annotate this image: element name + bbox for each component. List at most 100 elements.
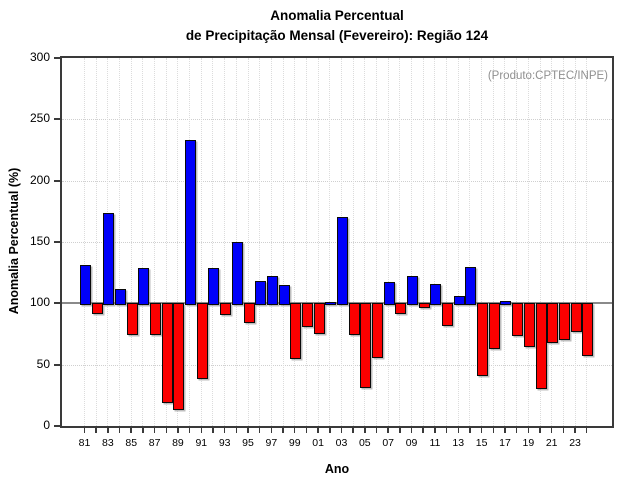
bar-04 xyxy=(348,303,360,335)
y-tick-300 xyxy=(54,57,60,59)
x-tick-23 xyxy=(574,428,576,433)
bar-89 xyxy=(173,303,185,410)
x-tick-label-15: 15 xyxy=(475,437,488,449)
x-tick-09 xyxy=(410,428,413,433)
bar-96 xyxy=(255,281,267,306)
bar-14 xyxy=(465,266,477,306)
gridline-x-13 xyxy=(457,58,459,426)
y-tick-label-250: 250 xyxy=(29,111,50,126)
x-tick-05 xyxy=(364,428,366,433)
x-tick-24 xyxy=(585,428,588,433)
gridline-x-02 xyxy=(329,58,331,426)
gridline-x-84 xyxy=(119,58,121,426)
gridline-x-16 xyxy=(492,58,494,426)
source-annotation: (Produto:CPTEC/INPE) xyxy=(487,70,608,82)
x-tick-22 xyxy=(562,428,565,433)
x-tick-82 xyxy=(95,428,97,433)
bar-87 xyxy=(150,303,162,335)
x-axis: 81 83 85 87 89 91 93 95 97 99 01 03 05 07 09 11 13 15 17 19… xyxy=(62,428,612,468)
gridline-x-89 xyxy=(177,58,179,426)
gridline-x-20 xyxy=(539,58,541,426)
x-tick-label-85: 85 xyxy=(125,437,138,449)
gridline-x-10 xyxy=(422,58,424,426)
x-tick-label-99: 99 xyxy=(288,437,301,449)
gridline-x-92 xyxy=(212,58,214,426)
x-tick-label-97: 97 xyxy=(265,437,278,449)
x-tick-label-21: 21 xyxy=(545,437,558,449)
gridline-x-99 xyxy=(294,58,296,426)
y-tick-200 xyxy=(54,179,60,182)
x-tick-label-95: 95 xyxy=(242,437,254,449)
x-tick-19 xyxy=(527,428,530,433)
gridline-x-01 xyxy=(317,58,319,426)
x-tick-93 xyxy=(223,428,226,433)
y-tick-150 xyxy=(54,241,60,243)
gridline-x-93 xyxy=(224,58,226,426)
x-tick-83 xyxy=(107,428,109,433)
gridline-x-12 xyxy=(446,58,448,426)
x-tick-01 xyxy=(317,428,319,433)
bar-22 xyxy=(558,303,570,340)
bar-84 xyxy=(115,288,127,306)
x-tick-label-17: 17 xyxy=(499,437,511,449)
y-tick-100 xyxy=(54,302,60,305)
bar-18 xyxy=(512,303,524,336)
x-tick-06 xyxy=(375,428,378,433)
bar-11 xyxy=(430,283,442,306)
x-tick-84 xyxy=(118,428,121,433)
gridline-x-95 xyxy=(247,58,249,426)
x-tick-20 xyxy=(539,428,541,433)
y-tick-0 xyxy=(54,425,60,427)
x-tick-label-01: 01 xyxy=(312,437,324,449)
gridline-x-15 xyxy=(481,58,483,426)
x-tick-21 xyxy=(550,428,553,433)
bar-10 xyxy=(418,303,430,308)
bar-03 xyxy=(336,217,348,306)
x-tick-00 xyxy=(305,428,308,433)
x-tick-17 xyxy=(504,428,506,433)
gridline-x-96 xyxy=(259,58,261,426)
x-tick-99 xyxy=(293,428,296,433)
x-tick-94 xyxy=(235,428,238,433)
gridline-x-05 xyxy=(364,58,366,426)
y-tick-label-100: 100 xyxy=(29,295,50,310)
x-tick-16 xyxy=(492,428,495,433)
bar-05 xyxy=(360,303,372,388)
plot-frame: (Produto:CPTEC/INPE) xyxy=(60,56,614,428)
bar-93 xyxy=(220,303,232,316)
bar-23 xyxy=(570,303,582,333)
y-tick-label-150: 150 xyxy=(29,234,50,248)
x-tick-90 xyxy=(188,428,191,433)
bar-88 xyxy=(161,303,173,404)
y-axis: 0 50 100 150 200 250 300 xyxy=(0,50,60,432)
gridline-x-17 xyxy=(504,58,506,426)
gridline-y-50 xyxy=(62,364,612,366)
bar-02 xyxy=(325,302,337,306)
x-tick-11 xyxy=(434,428,436,433)
bar-20 xyxy=(535,303,547,389)
chart-title: Anomalia Percentual de Precipitação Mens… xyxy=(35,6,639,46)
bar-06 xyxy=(372,303,383,359)
gridline-x-98 xyxy=(282,58,284,426)
gridline-y-250 xyxy=(62,119,612,121)
chart-title-line-1: Anomalia Percentual xyxy=(270,8,404,23)
bar-81 xyxy=(80,265,91,306)
x-tick-88 xyxy=(165,428,167,433)
bar-13 xyxy=(453,295,465,306)
x-tick-label-83: 83 xyxy=(102,437,114,449)
x-tick-86 xyxy=(142,428,144,433)
x-tick-label-89: 89 xyxy=(172,437,184,449)
x-tick-10 xyxy=(422,428,424,433)
bar-00 xyxy=(301,303,313,328)
x-tick-label-11: 11 xyxy=(429,437,441,449)
gridline-x-11 xyxy=(434,58,436,426)
bar-15 xyxy=(477,303,489,377)
gridline-x-91 xyxy=(200,58,202,426)
gridline-x-08 xyxy=(399,58,401,426)
gridline-x-18 xyxy=(516,58,518,426)
chart-title-line-2: de Precipitação Mensal (Fevereiro): Regi… xyxy=(185,28,489,43)
x-tick-13 xyxy=(457,428,459,433)
bar-83 xyxy=(103,212,115,306)
x-tick-14 xyxy=(469,428,471,433)
gridline-x-07 xyxy=(387,58,389,426)
